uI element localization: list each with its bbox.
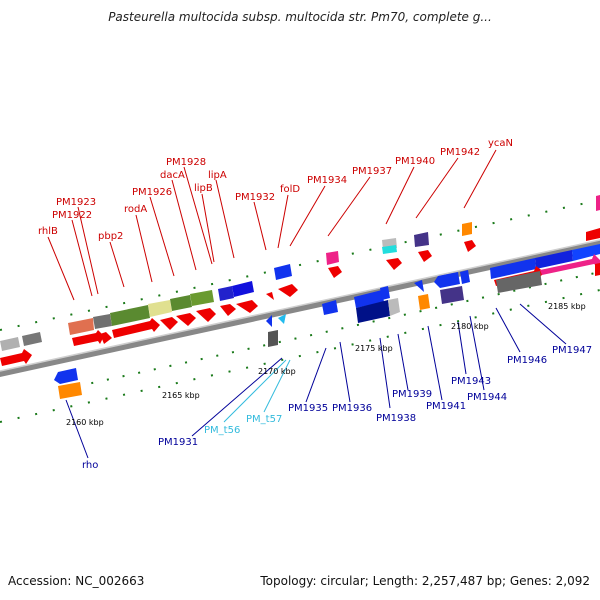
gene-label-lipA: lipA [208, 170, 227, 181]
gene-block [490, 258, 536, 279]
gene-label-PM_t56: PM_t56 [204, 425, 240, 436]
kbp-labels: 2160 kbp 2165 kbp 2170 kbp 2175 kbp 2180… [66, 302, 586, 427]
kbp-label: 2160 kbp [66, 418, 104, 427]
leader-lines-cyan [223, 359, 291, 423]
map-title: Pasteurella multocida subsp. multocida s… [108, 10, 492, 24]
leader-lines-red [47, 149, 497, 301]
gene-label-rhlB: rhlB [38, 226, 58, 237]
forward-arrows[interactable] [0, 228, 600, 366]
gene-label-PM1926: PM1926 [132, 187, 172, 198]
scale-rails [0, 199, 600, 423]
gene-label-pbp2: pbp2 [98, 231, 123, 242]
gene-block [572, 244, 600, 261]
gene-label-PM_t57: PM_t57 [246, 414, 282, 425]
gene-label-PM1944: PM1944 [467, 392, 507, 403]
gene-block [218, 286, 234, 301]
gene-label-PM1923: PM1923 [56, 197, 96, 208]
kbp-label: 2175 kbp [355, 344, 393, 353]
accession-text: Accession: NC_002663 [8, 574, 145, 588]
gene-label-PM1935: PM1935 [288, 403, 328, 414]
gene-label-PM1932: PM1932 [235, 192, 275, 203]
bottom-gene-labels: rho PM1931 PM_t56 PM_t57 PM1935 PM1936 P… [82, 345, 592, 471]
gene-label-PM1922: PM1922 [52, 210, 92, 221]
gene-label-rho: rho [82, 460, 98, 471]
gene-label-PM1942: PM1942 [440, 147, 480, 158]
gene-label-PM1939: PM1939 [392, 389, 432, 400]
top-gene-labels: rhlB PM1922 PM1923 pbp2 rodA PM1926 dacA… [38, 138, 513, 242]
kbp-label: 2165 kbp [162, 391, 200, 400]
gene-block [326, 251, 339, 265]
gene-label-dacA: dacA [160, 170, 185, 181]
gene-block [596, 195, 600, 211]
gene-label-folD: folD [280, 184, 300, 195]
reverse-genes[interactable] [54, 270, 542, 399]
gene-label-PM1928: PM1928 [166, 157, 206, 168]
gene-label-PM1946: PM1946 [507, 355, 547, 366]
gene-block [68, 318, 94, 335]
gene-block [0, 337, 20, 351]
gene-block [148, 300, 172, 317]
gene-label-rodA: rodA [124, 204, 147, 215]
gene-block [93, 314, 112, 329]
forward-genes-upper[interactable] [0, 195, 600, 351]
topology-text: Topology: circular; Length: 2,257,487 bp… [260, 574, 590, 588]
kbp-label: 2180 kbp [451, 322, 489, 331]
gene-label-PM1947: PM1947 [552, 345, 592, 356]
gene-label-PM1937: PM1937 [352, 166, 392, 177]
gene-block [462, 222, 472, 236]
gene-block [382, 245, 397, 254]
gene-block [190, 290, 214, 306]
gene-label-PM1931: PM1931 [158, 437, 198, 448]
gene-block [22, 332, 42, 346]
gene-label-ycaN: ycaN [488, 138, 513, 149]
gene-label-PM1941: PM1941 [426, 401, 466, 412]
gene-label-lipB: lipB [194, 183, 213, 194]
kbp-label: 2170 kbp [258, 367, 296, 376]
gene-block [414, 232, 429, 247]
gene-label-PM1936: PM1936 [332, 403, 372, 414]
leader-lines-blue [65, 303, 567, 459]
gene-block [110, 305, 150, 326]
gene-block [232, 281, 254, 297]
gene-label-PM1934: PM1934 [307, 175, 347, 186]
gene-block [274, 264, 292, 280]
gene-label-PM1940: PM1940 [395, 156, 435, 167]
gene-block [535, 250, 573, 269]
gene-label-PM1938: PM1938 [376, 413, 416, 424]
gene-block [170, 295, 192, 311]
gene-label-PM1943: PM1943 [451, 376, 491, 387]
kbp-label: 2185 kbp [548, 302, 586, 311]
